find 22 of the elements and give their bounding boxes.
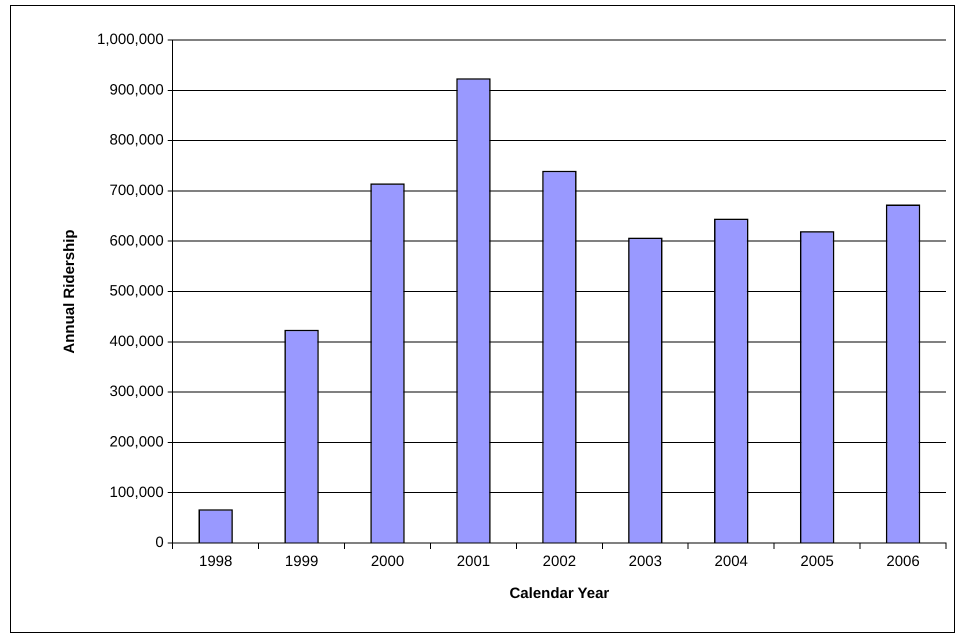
x-tick-label: 2006 [886, 553, 920, 570]
y-tick-label: 900,000 [109, 81, 164, 98]
x-tick-label: 2002 [542, 553, 576, 570]
y-tick-label: 300,000 [109, 383, 164, 400]
y-tick-label: 800,000 [109, 132, 164, 149]
x-tick-label: 1999 [284, 553, 318, 570]
x-tick-label: 2004 [714, 553, 748, 570]
x-tick-label: 2005 [800, 553, 834, 570]
x-axis-title: Calendar Year [509, 585, 610, 602]
y-tick-label: 100,000 [109, 484, 164, 501]
y-tick-label: 500,000 [109, 282, 164, 300]
y-axis-title: Annual Ridership [61, 229, 78, 354]
x-tick-label: 2000 [370, 553, 404, 570]
y-tick-label: 700,000 [109, 182, 164, 200]
y-tick-label: 400,000 [109, 332, 164, 350]
x-tick-label: 2003 [628, 553, 662, 570]
x-tick-label: 1998 [199, 553, 232, 570]
y-tick-label: 0 [155, 534, 164, 552]
y-tick-label: 1,000,000 [96, 31, 164, 48]
y-tick-label: 600,000 [109, 232, 164, 250]
x-tick-label: 2001 [456, 553, 490, 570]
y-tick-label: 200,000 [109, 434, 164, 451]
